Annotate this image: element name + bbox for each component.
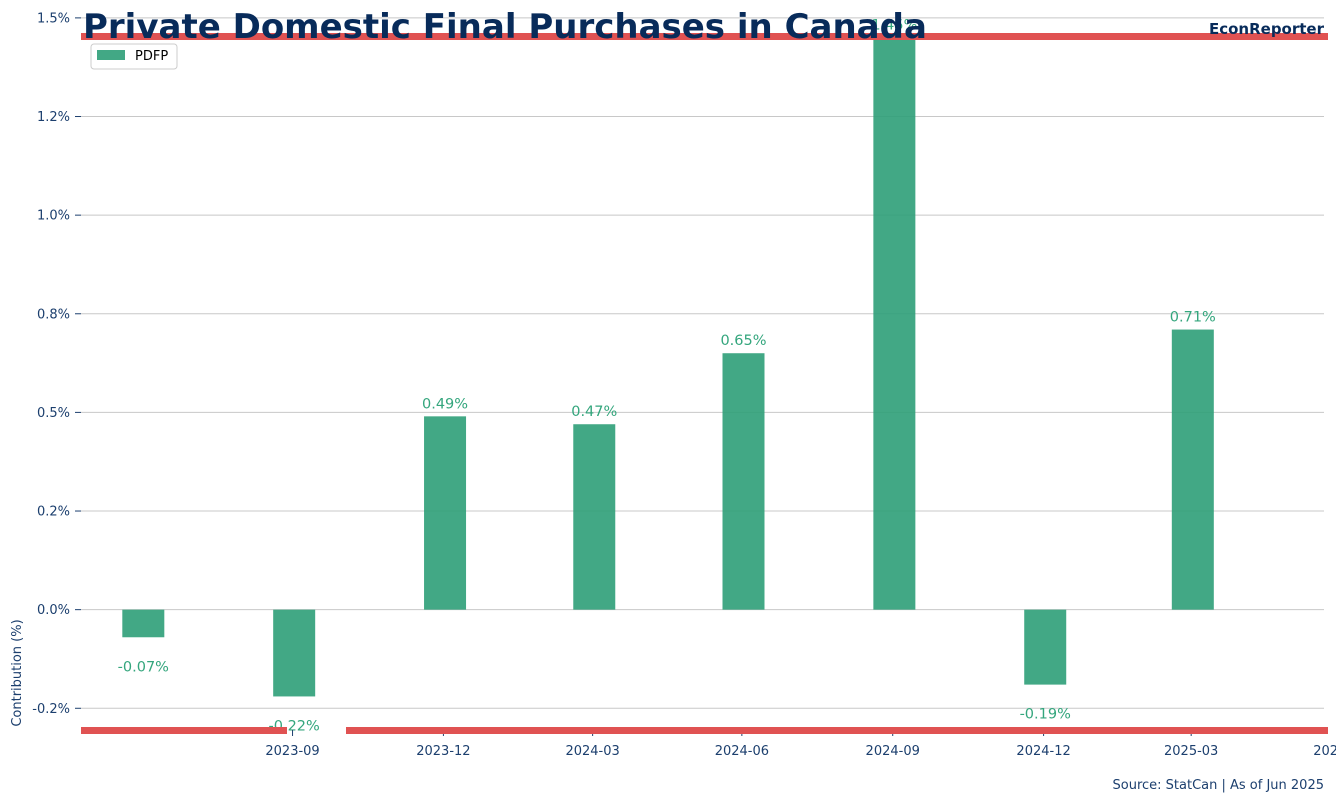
bar: [122, 609, 165, 638]
data-label: 0.71%: [1170, 310, 1216, 326]
y-axis-label: Contribution (%): [10, 619, 25, 726]
y-tick-label: 0.0%: [37, 603, 70, 618]
y-tick-label: -0.2%: [32, 702, 70, 717]
y-axis: -0.2% 0.0% 0.2% 0.5% 0.8% 1.0% 1.2% 1.5%: [32, 11, 81, 717]
x-tick-label: 2025-06: [1313, 744, 1336, 759]
data-labels: -0.07%-0.22%0.49% 0.47%0.65%1.45%-0.19%0.…: [118, 18, 1216, 735]
data-label: -0.19%: [1020, 707, 1071, 723]
bar: [873, 37, 916, 610]
x-tick-label: 2024-09: [866, 744, 920, 759]
bottom-accent-line-left: [81, 727, 287, 734]
data-label: 0.49%: [422, 396, 468, 412]
x-tick-label: 2024-12: [1016, 744, 1070, 759]
bar: [424, 416, 467, 610]
data-label: -0.07%: [118, 659, 169, 675]
y-tick-label: 1.0%: [37, 209, 70, 224]
y-tick-label: 0.5%: [37, 406, 70, 421]
data-label: 0.65%: [720, 333, 766, 349]
brand-name: EconReporter: [1209, 20, 1325, 38]
y-tick-label: 1.2%: [37, 110, 70, 125]
legend: PDFP: [90, 43, 178, 70]
x-tick-label: 2024-06: [715, 744, 769, 759]
data-label: 1.45%: [871, 18, 917, 34]
y-tick-label: 0.8%: [37, 307, 70, 322]
y-tick-label: 1.5%: [37, 11, 70, 26]
bar: [1024, 609, 1067, 685]
x-tick-label: 2023-12: [416, 744, 470, 759]
bar: [573, 424, 616, 610]
bottom-accent-line-right: [346, 727, 1328, 734]
x-axis: 2023-09 2023-12 2024-03 2024-06 2024-09 2024-…: [265, 730, 1336, 759]
bar: [273, 609, 316, 697]
data-label: 0.47%: [571, 404, 617, 420]
chart-title: Private Domestic Final Purchases in Cana…: [83, 7, 927, 47]
y-tick-label: 0.2%: [37, 505, 70, 520]
bar: [722, 353, 765, 610]
x-tick-label: 2024-03: [565, 744, 619, 759]
x-tick-label: 2025-03: [1164, 744, 1218, 759]
legend-swatch: [97, 50, 125, 60]
x-tick-label: 2023-09: [265, 744, 319, 759]
bars: [122, 37, 1214, 697]
bar: [1171, 329, 1214, 610]
gridlines: [81, 17, 1324, 709]
top-accent-line: [81, 33, 1328, 40]
source-note: Source: StatCan | As of Jun 2025: [1113, 778, 1325, 793]
legend-label: PDFP: [135, 49, 168, 64]
